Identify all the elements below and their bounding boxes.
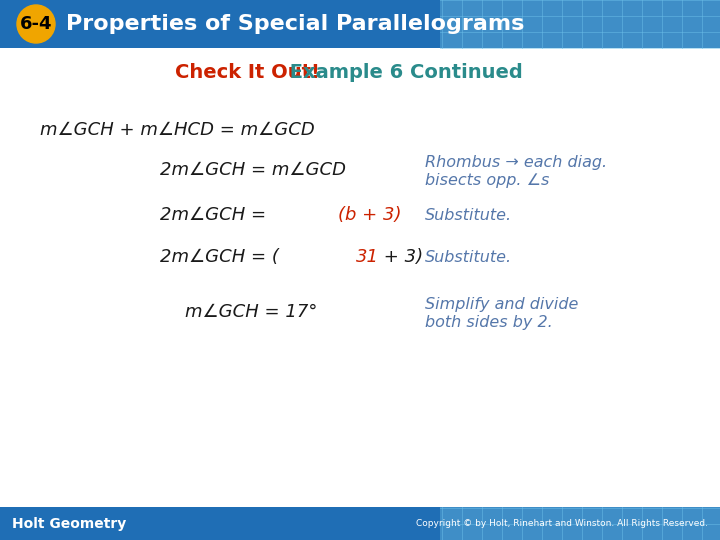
Text: 6-4: 6-4 [19, 15, 53, 33]
FancyBboxPatch shape [0, 507, 720, 540]
Text: Properties of Special Parallelograms: Properties of Special Parallelograms [66, 14, 524, 34]
Text: bisects opp. ∠s: bisects opp. ∠s [425, 172, 549, 187]
FancyBboxPatch shape [0, 0, 720, 48]
FancyBboxPatch shape [440, 0, 720, 48]
Text: 31: 31 [356, 248, 379, 266]
Text: m∠GCH + m∠HCD = m∠GCD: m∠GCH + m∠HCD = m∠GCD [40, 121, 315, 139]
FancyBboxPatch shape [440, 507, 720, 540]
Text: Substitute.: Substitute. [425, 207, 512, 222]
Text: (b + 3): (b + 3) [338, 206, 402, 224]
Text: both sides by 2.: both sides by 2. [425, 314, 553, 329]
Text: 2m∠GCH = (: 2m∠GCH = ( [160, 248, 279, 266]
Text: Holt Geometry: Holt Geometry [12, 517, 126, 531]
Text: Simplify and divide: Simplify and divide [425, 296, 578, 312]
Text: + 3): + 3) [378, 248, 423, 266]
Text: Check It Out!: Check It Out! [175, 63, 320, 82]
Text: Example 6 Continued: Example 6 Continued [283, 63, 523, 82]
Text: m∠GCH = 17°: m∠GCH = 17° [185, 303, 318, 321]
Circle shape [17, 5, 55, 43]
Text: Copyright © by Holt, Rinehart and Winston. All Rights Reserved.: Copyright © by Holt, Rinehart and Winsto… [416, 519, 708, 529]
Text: 2m∠GCH =: 2m∠GCH = [160, 206, 272, 224]
Text: 2m∠GCH = m∠GCD: 2m∠GCH = m∠GCD [160, 161, 346, 179]
Text: Rhombus → each diag.: Rhombus → each diag. [425, 154, 607, 170]
Text: Substitute.: Substitute. [425, 249, 512, 265]
